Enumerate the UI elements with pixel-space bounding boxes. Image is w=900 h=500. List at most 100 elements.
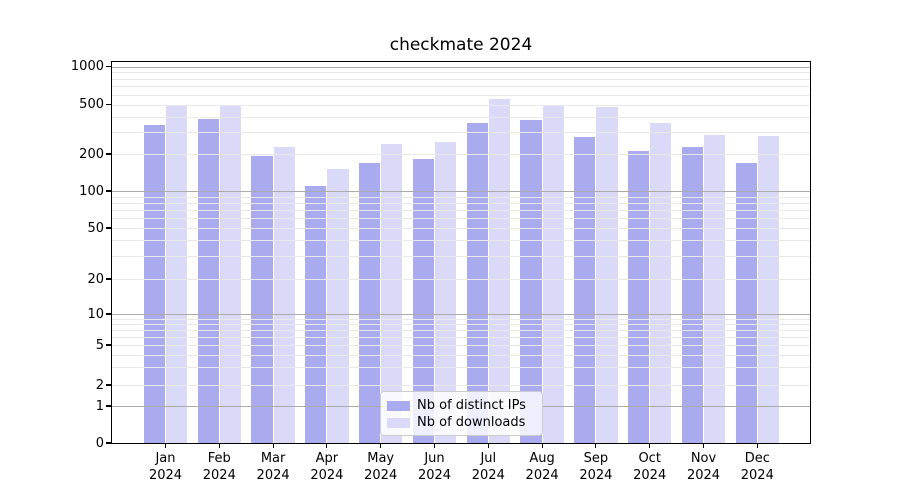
minor-gridline xyxy=(112,228,810,229)
x-tick-label: Nov 2024 xyxy=(686,451,721,483)
major-gridline xyxy=(112,314,810,315)
y-tick-label: 2 xyxy=(95,377,104,393)
bar-distinct-ips xyxy=(359,162,381,443)
bar-distinct-ips xyxy=(681,147,703,443)
y-tick-label: 500 xyxy=(79,97,104,112)
y-tick-label: 50 xyxy=(87,220,104,236)
major-gridline xyxy=(112,66,810,68)
minor-gridline xyxy=(112,323,810,325)
y-tick-mark xyxy=(106,190,111,192)
minor-gridline xyxy=(112,202,810,204)
x-tick-mark xyxy=(756,443,758,448)
x-tick-label: May 2024 xyxy=(364,451,398,483)
bar-distinct-ips xyxy=(735,163,757,443)
minor-gridline xyxy=(112,336,810,338)
x-tick-label: Apr 2024 xyxy=(310,451,344,483)
x-tick-label: Dec 2024 xyxy=(740,451,774,483)
y-tick-label: 100 xyxy=(79,183,104,199)
legend: Nb of distinct IPs Nb of downloads xyxy=(380,391,543,436)
minor-gridline xyxy=(112,279,810,280)
x-tick-mark xyxy=(595,443,597,448)
x-tick-mark xyxy=(541,443,543,448)
legend-swatch-downloads xyxy=(387,417,410,428)
legend-label: Nb of downloads xyxy=(417,415,526,430)
minor-gridline xyxy=(112,116,810,118)
x-tick-mark xyxy=(433,443,436,448)
minor-gridline xyxy=(112,86,810,88)
minor-gridline xyxy=(112,72,810,74)
bar-downloads xyxy=(650,122,672,443)
bar-downloads xyxy=(166,106,188,443)
x-tick-mark xyxy=(649,443,651,448)
y-tick-label: 1 xyxy=(95,398,104,414)
y-tick-mark xyxy=(106,103,111,106)
x-tick-mark xyxy=(164,443,167,448)
minor-gridline xyxy=(112,78,810,80)
bar-downloads xyxy=(542,106,564,443)
bar-distinct-ips xyxy=(628,151,650,443)
y-tick-mark xyxy=(106,344,111,346)
bar-distinct-ips xyxy=(412,159,434,443)
bar-distinct-ips xyxy=(197,119,219,443)
minor-gridline xyxy=(112,218,810,220)
chart-title: checkmate 2024 xyxy=(389,35,533,55)
minor-gridline xyxy=(112,256,810,258)
x-tick-label: Aug 2024 xyxy=(525,451,559,483)
plot-area xyxy=(112,62,810,443)
y-tick-mark xyxy=(106,227,111,229)
bar-downloads xyxy=(273,146,295,443)
x-tick-label: Feb 2024 xyxy=(202,451,236,483)
minor-gridline xyxy=(112,94,810,96)
y-tick-label: 20 xyxy=(87,271,104,287)
minor-gridline xyxy=(112,318,810,320)
bar-distinct-ips xyxy=(143,125,165,443)
y-tick-mark xyxy=(106,405,111,407)
bar-downloads xyxy=(757,135,779,443)
y-tick-label: 5 xyxy=(95,337,104,353)
minor-gridline xyxy=(112,196,810,198)
y-tick-label: 200 xyxy=(79,146,104,162)
bar-distinct-ips xyxy=(574,137,596,443)
minor-gridline xyxy=(112,154,810,155)
y-tick-mark xyxy=(106,313,111,315)
x-tick-mark xyxy=(380,443,382,448)
x-tick-label: Mar 2024 xyxy=(256,451,290,483)
bar-downloads xyxy=(596,106,618,443)
x-tick-mark xyxy=(272,443,274,448)
major-gridline xyxy=(112,191,810,192)
bar-distinct-ips xyxy=(520,120,542,443)
minor-gridline xyxy=(112,367,810,369)
minor-gridline xyxy=(112,104,810,106)
legend-item: Nb of downloads xyxy=(387,415,536,430)
x-tick-label: Oct 2024 xyxy=(633,451,667,483)
x-tick-mark xyxy=(326,443,328,448)
bar-downloads xyxy=(704,135,726,443)
y-tick-mark xyxy=(106,153,111,155)
x-tick-label: Jul 2024 xyxy=(471,451,505,483)
y-tick-label: 1000 xyxy=(70,59,104,74)
minor-gridline xyxy=(112,354,810,356)
minor-gridline xyxy=(112,132,810,134)
minor-gridline xyxy=(112,240,810,242)
bar-downloads xyxy=(327,169,349,443)
minor-gridline xyxy=(112,329,810,331)
y-tick-mark xyxy=(106,384,111,386)
bar-distinct-ips xyxy=(251,155,273,443)
y-tick-label: 10 xyxy=(87,306,104,322)
x-tick-mark xyxy=(487,443,489,448)
y-tick-mark xyxy=(106,278,111,280)
minor-gridline xyxy=(112,210,810,212)
x-tick-label: Sep 2024 xyxy=(579,451,613,483)
bar-downloads xyxy=(219,105,241,443)
bar-downloads xyxy=(488,98,510,443)
x-tick-mark xyxy=(218,443,220,448)
minor-gridline xyxy=(112,385,810,386)
minor-gridline xyxy=(112,345,810,346)
legend-item: Nb of distinct IPs xyxy=(387,398,536,413)
x-tick-label: Jan 2024 xyxy=(148,451,183,483)
x-tick-mark xyxy=(702,443,705,448)
legend-label: Nb of distinct IPs xyxy=(417,398,526,413)
bar-distinct-ips xyxy=(466,122,488,443)
y-tick-label: 0 xyxy=(95,435,104,451)
